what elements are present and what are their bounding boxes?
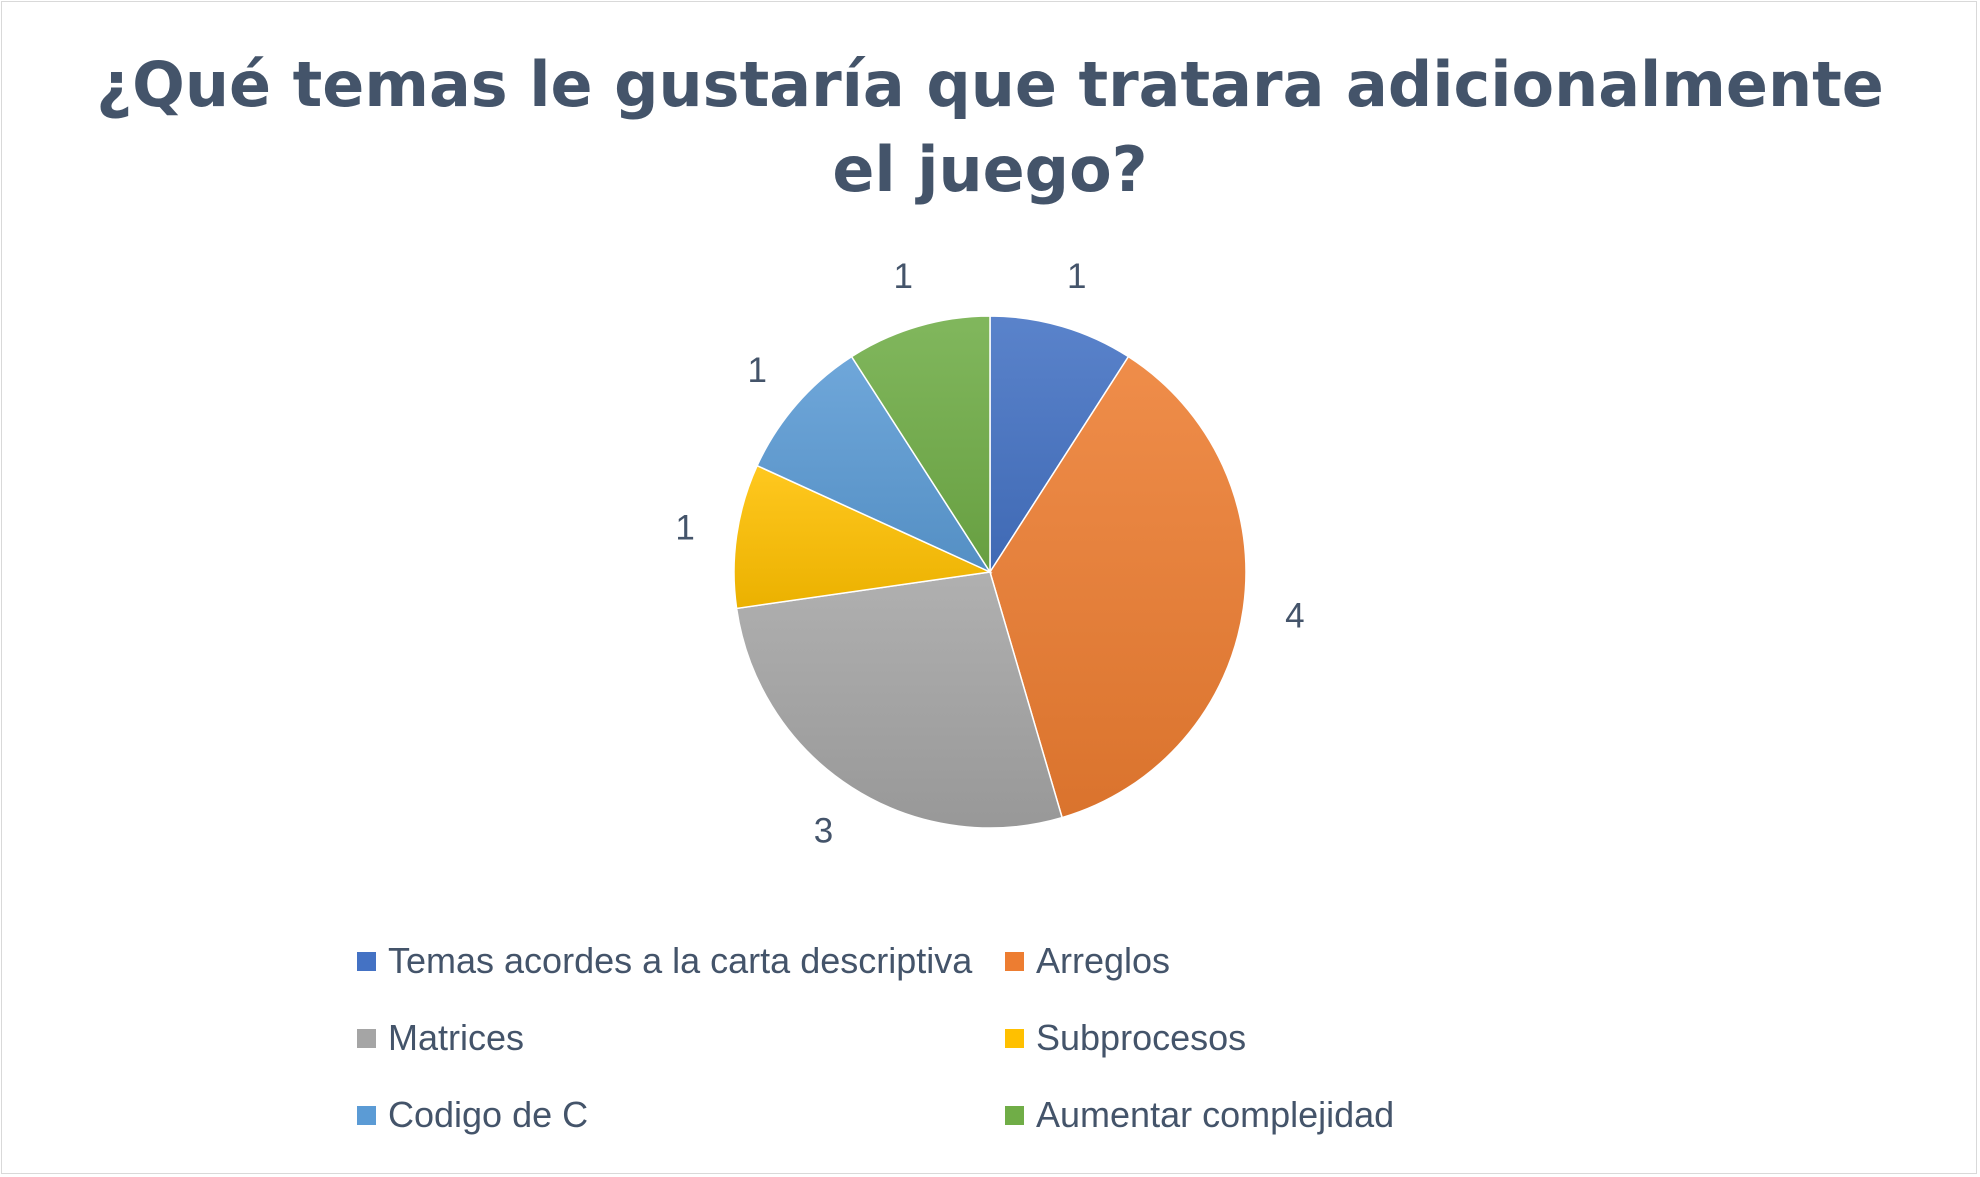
pie-slice-codigo-de-c bbox=[756, 355, 993, 574]
pie-slices bbox=[733, 315, 1247, 829]
legend-swatch-icon bbox=[1005, 1105, 1024, 1125]
data-label-matrices: 3 bbox=[814, 812, 833, 851]
data-label-subprocesos: 1 bbox=[675, 509, 694, 548]
legend-swatch-icon bbox=[1005, 951, 1024, 971]
chart-title: ¿Qué temas le gustaría que tratara adici… bbox=[96, 48, 1884, 206]
legend-item-codigo-de-c: Codigo de C bbox=[357, 1090, 588, 1140]
data-label-aumentar-complejidad: 1 bbox=[893, 257, 912, 296]
pie-slice-arreglos bbox=[989, 355, 1247, 819]
data-label-temas-acordes-a-la-carta-descriptiva: 1 bbox=[1067, 257, 1086, 296]
data-labels: 1 4 3 1 1 1 bbox=[675, 257, 1304, 851]
pie-slice-subprocesos bbox=[733, 464, 993, 610]
legend-item-subprocesos: Subprocesos bbox=[1005, 1013, 1246, 1063]
legend-item-arreglos: Arreglos bbox=[1005, 936, 1170, 986]
legend-item-matrices: Matrices bbox=[357, 1013, 524, 1063]
legend-swatch-icon bbox=[357, 951, 376, 971]
legend-label: Subprocesos bbox=[1036, 1017, 1247, 1058]
legend-label: Temas acordes a la carta descriptiva bbox=[388, 940, 973, 981]
legend-swatch-icon bbox=[357, 1105, 376, 1125]
legend-swatch-icon bbox=[357, 1028, 376, 1048]
legend-item-aumentar-complejidad: Aumentar complejidad bbox=[1005, 1090, 1394, 1140]
legend-item-temas-acordes: Temas acordes a la carta descriptiva bbox=[357, 936, 972, 986]
legend-swatch-icon bbox=[1005, 1028, 1024, 1048]
data-label-arreglos: 4 bbox=[1285, 596, 1304, 635]
pie-slice-aumentar-complejidad bbox=[850, 315, 991, 575]
pie-slice-matrices bbox=[735, 571, 1064, 829]
legend-label: Codigo de C bbox=[388, 1094, 589, 1135]
pie-slice-temas-acordes-a-la-carta-descriptiva bbox=[989, 315, 1130, 575]
legend-label: Matrices bbox=[388, 1017, 525, 1058]
legend-label: Arreglos bbox=[1036, 940, 1171, 981]
data-label-codigo-de-c: 1 bbox=[747, 351, 766, 390]
legend-label: Aumentar complejidad bbox=[1036, 1094, 1395, 1135]
